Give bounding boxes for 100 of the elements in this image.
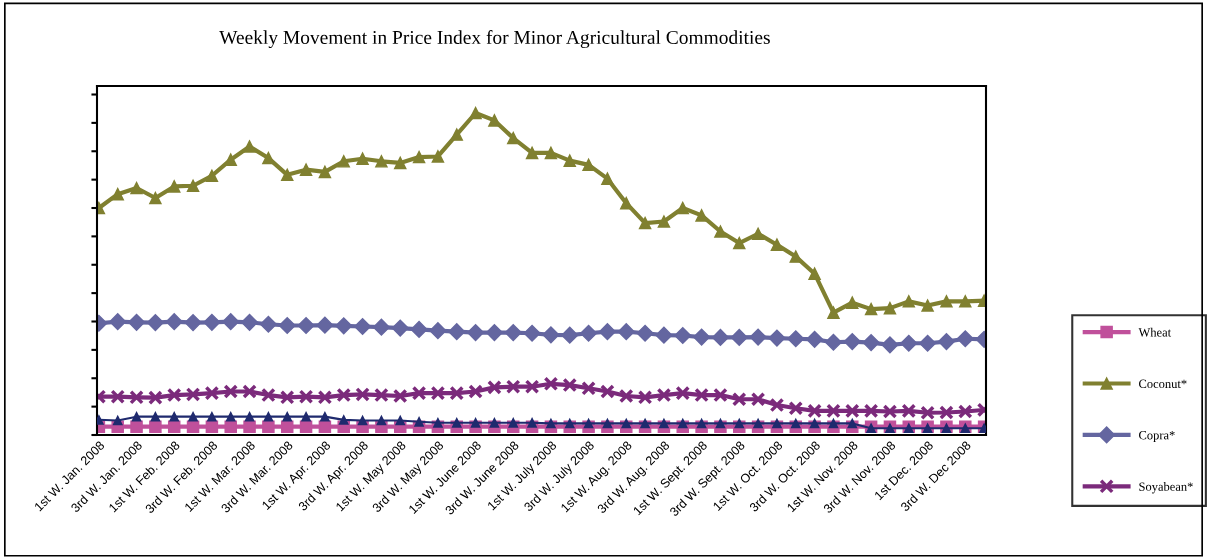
point bbox=[527, 417, 537, 428]
point bbox=[881, 336, 899, 354]
point bbox=[243, 140, 256, 153]
point bbox=[864, 302, 878, 316]
point bbox=[828, 418, 839, 429]
point bbox=[376, 415, 387, 426]
point bbox=[280, 168, 294, 182]
point bbox=[600, 384, 615, 399]
point bbox=[433, 417, 443, 428]
point bbox=[826, 403, 841, 419]
point bbox=[636, 324, 654, 342]
point bbox=[542, 326, 560, 344]
point bbox=[809, 418, 820, 429]
point bbox=[451, 417, 462, 428]
point bbox=[297, 316, 315, 335]
point bbox=[431, 150, 445, 163]
point bbox=[940, 295, 953, 308]
legend-label: Coconut* bbox=[1139, 379, 1187, 389]
point bbox=[770, 238, 784, 251]
point bbox=[787, 330, 805, 348]
point bbox=[921, 299, 934, 312]
point bbox=[204, 385, 220, 401]
point bbox=[772, 418, 782, 429]
legend-label: Copra* bbox=[1139, 431, 1175, 442]
point bbox=[167, 180, 181, 193]
legend-label: Soyabean* bbox=[1139, 482, 1193, 494]
point bbox=[807, 403, 822, 419]
point bbox=[259, 315, 277, 333]
point bbox=[467, 324, 485, 342]
point bbox=[149, 420, 162, 433]
point bbox=[169, 411, 180, 422]
point bbox=[582, 158, 595, 172]
point bbox=[637, 390, 653, 405]
point bbox=[659, 418, 669, 429]
point bbox=[131, 411, 142, 422]
point bbox=[336, 387, 352, 403]
point bbox=[112, 415, 123, 426]
point bbox=[414, 416, 424, 427]
point bbox=[263, 411, 274, 422]
point bbox=[620, 196, 633, 210]
point bbox=[356, 152, 369, 165]
point bbox=[920, 405, 935, 421]
point bbox=[808, 267, 821, 280]
point bbox=[733, 236, 746, 250]
point bbox=[806, 330, 824, 348]
point bbox=[188, 411, 198, 422]
point bbox=[714, 225, 727, 238]
point bbox=[299, 163, 313, 176]
point bbox=[959, 295, 972, 308]
point bbox=[919, 334, 937, 352]
point bbox=[713, 387, 728, 403]
point bbox=[279, 390, 295, 405]
point bbox=[489, 417, 500, 428]
point bbox=[335, 317, 353, 335]
point bbox=[450, 128, 463, 141]
point bbox=[844, 403, 860, 419]
point bbox=[638, 216, 652, 230]
point bbox=[224, 420, 237, 433]
point bbox=[504, 324, 522, 342]
point bbox=[846, 296, 859, 309]
point bbox=[751, 227, 765, 241]
point bbox=[711, 328, 729, 346]
point bbox=[640, 418, 650, 429]
point bbox=[109, 313, 127, 331]
point bbox=[750, 391, 766, 407]
point bbox=[730, 328, 748, 346]
point bbox=[902, 295, 916, 308]
point bbox=[207, 411, 217, 422]
point bbox=[111, 187, 124, 201]
point bbox=[130, 420, 143, 433]
point bbox=[468, 384, 483, 399]
point bbox=[505, 379, 521, 394]
point bbox=[601, 172, 614, 185]
point bbox=[618, 388, 634, 404]
point bbox=[583, 418, 594, 429]
point bbox=[165, 313, 183, 331]
point bbox=[149, 191, 162, 205]
point bbox=[788, 400, 804, 416]
point bbox=[298, 389, 314, 404]
point bbox=[753, 418, 763, 429]
point bbox=[525, 146, 539, 160]
point bbox=[675, 385, 691, 401]
point bbox=[827, 306, 840, 319]
point bbox=[205, 169, 219, 183]
point bbox=[393, 156, 407, 170]
point bbox=[656, 387, 672, 403]
point bbox=[937, 333, 955, 351]
point bbox=[863, 403, 879, 419]
point bbox=[469, 106, 482, 120]
point bbox=[731, 391, 747, 407]
point bbox=[523, 324, 541, 342]
point bbox=[282, 411, 293, 422]
point bbox=[392, 388, 408, 404]
point bbox=[749, 328, 767, 346]
point bbox=[543, 376, 559, 392]
point bbox=[375, 155, 388, 168]
point bbox=[562, 377, 578, 393]
point bbox=[883, 301, 897, 315]
point bbox=[956, 330, 974, 348]
point bbox=[262, 420, 275, 433]
